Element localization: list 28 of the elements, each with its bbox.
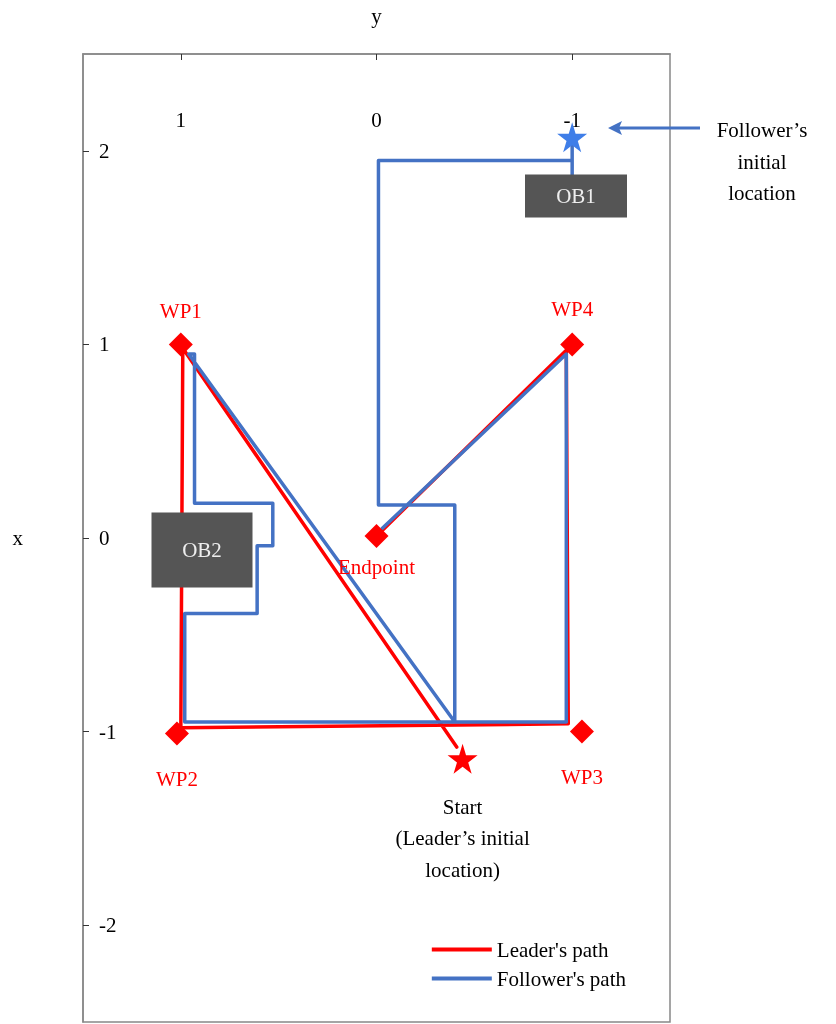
y-tick-label: -1	[99, 719, 117, 744]
x-tick-label: 1	[175, 107, 187, 132]
annotation: Start (Leader’s initial location)	[395, 793, 530, 884]
y-tick-label: 1	[99, 332, 110, 357]
annotation: WP1	[159, 298, 202, 326]
point	[447, 743, 478, 774]
annotation: WP2	[155, 765, 198, 793]
point	[560, 332, 585, 357]
legend-label: Leader's path	[496, 937, 609, 962]
legend-label: Follower's path	[496, 966, 627, 991]
annotation: OB1	[556, 183, 596, 208]
annotation: WP4	[551, 296, 594, 324]
x-tick-label: 0	[371, 107, 382, 132]
y-tick-label: 2	[99, 138, 110, 163]
obstacle-block: OB1	[525, 174, 627, 218]
obstacle-block: OB2	[151, 512, 253, 588]
x-tick-label: -1	[563, 107, 581, 132]
point	[364, 524, 389, 549]
annotation: OB2	[182, 537, 222, 562]
point	[164, 721, 189, 746]
point	[168, 332, 193, 357]
point	[569, 719, 594, 744]
y-axis-title: x	[12, 526, 24, 550]
y-tick-label: 0	[99, 526, 110, 550]
y-tick-label: -2	[99, 913, 117, 938]
x-axis-title: y	[371, 3, 383, 28]
text: Follower’s initial location	[716, 116, 808, 207]
annotation: WP3	[560, 763, 603, 791]
